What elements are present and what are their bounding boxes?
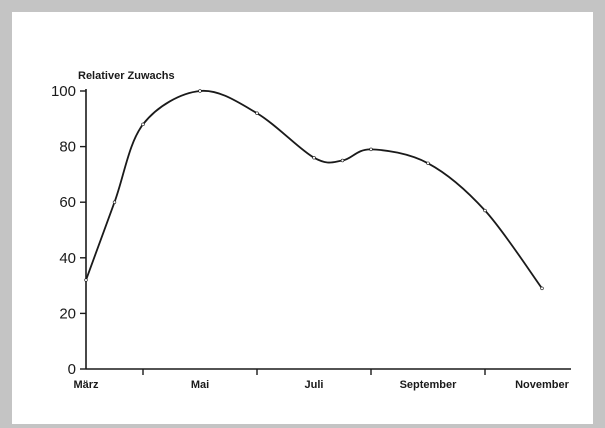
data-point — [255, 111, 259, 115]
x-tick-label: März — [73, 379, 99, 391]
data-point — [312, 156, 316, 160]
x-tick-label: Juli — [305, 379, 324, 391]
y-tick-label: 100 — [51, 83, 76, 100]
data-point — [112, 200, 117, 204]
data-point — [426, 161, 430, 165]
y-ticks: 0 20 40 60 80 100 — [51, 83, 86, 378]
y-tick-label: 80 — [59, 139, 76, 156]
y-tick-label: 60 — [59, 194, 76, 211]
x-ticks: März Mai Juli September November — [73, 369, 570, 391]
data-point — [84, 278, 88, 282]
data-point — [198, 89, 202, 93]
series-group — [84, 89, 544, 291]
y-tick-label: 20 — [59, 305, 76, 322]
y-tick-label: 0 — [68, 361, 76, 378]
x-tick-label: September — [400, 379, 458, 391]
y-axis-label: Relativer Zuwachs — [78, 70, 175, 82]
data-point — [369, 147, 373, 152]
y-tick-label: 40 — [59, 250, 76, 267]
data-point — [141, 122, 145, 127]
data-point — [483, 208, 487, 213]
x-tick-label: Mai — [191, 379, 209, 391]
axes — [85, 89, 571, 370]
data-point — [540, 286, 544, 291]
data-point — [340, 158, 345, 163]
series-line — [85, 90, 543, 290]
x-tick-label: November — [515, 379, 570, 391]
